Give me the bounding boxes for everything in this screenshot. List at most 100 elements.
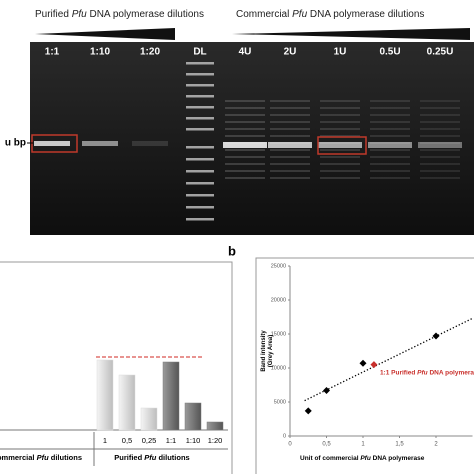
ladder-band xyxy=(186,117,214,120)
gel-band xyxy=(368,142,412,148)
lane-label: DL xyxy=(193,47,206,58)
gel-band xyxy=(223,142,267,148)
y-axis-label-line: Band intensity xyxy=(261,330,267,372)
smear-band xyxy=(370,177,410,179)
smear-band xyxy=(420,163,460,165)
marker-label: u bp xyxy=(5,138,26,149)
ladder-band xyxy=(186,206,214,209)
y-tick-label: 15000 xyxy=(271,331,286,337)
x-axis-label-part: Pfu xyxy=(360,455,371,462)
data-point xyxy=(432,332,440,340)
group-label: Purified Pfu dilutions xyxy=(114,453,189,462)
data-point xyxy=(323,386,330,394)
group-label: Commercial Pfu dilutions xyxy=(0,453,82,462)
lane-label: 0.25U xyxy=(427,47,454,58)
x-tick-label: 1:1 xyxy=(166,436,176,445)
ladder-band xyxy=(186,194,214,197)
smear-band xyxy=(420,107,460,109)
smear-band xyxy=(270,135,310,137)
smear-band xyxy=(420,149,460,151)
gel-band xyxy=(268,142,312,148)
x-tick-label: 0,25 xyxy=(142,436,157,445)
smear-band xyxy=(270,177,310,179)
bar xyxy=(162,361,180,431)
smear-band xyxy=(420,142,460,144)
ladder-band xyxy=(186,73,214,76)
smear-band xyxy=(225,121,265,123)
y-tick-label: 25000 xyxy=(271,263,286,269)
smear-band xyxy=(370,128,410,130)
x-axis-label-part: Unit of commercial xyxy=(300,455,360,462)
point-label-part: 1:1 Purified xyxy=(380,369,417,376)
smear-band xyxy=(370,107,410,109)
ladder-band xyxy=(186,84,214,87)
wedge xyxy=(232,28,470,40)
smear-band xyxy=(370,163,410,165)
smear-band xyxy=(225,100,265,102)
x-tick-label: 1:20 xyxy=(208,436,223,445)
smear-band xyxy=(225,114,265,116)
gel-title-part: Pfu xyxy=(292,9,307,20)
smear-band xyxy=(225,156,265,158)
y-tick-label: 10000 xyxy=(271,365,286,371)
bar xyxy=(118,374,136,431)
gel-band xyxy=(34,141,70,146)
smear-band xyxy=(320,135,360,137)
group-label-part: Pfu xyxy=(37,453,50,462)
gel-title-part: DNA polymerase dilutions xyxy=(87,9,204,20)
smear-band xyxy=(420,121,460,123)
gel-band xyxy=(318,142,362,148)
data-point xyxy=(359,359,367,367)
point-label-part: DNA polymerase xyxy=(428,369,474,376)
group-label-part: Purified xyxy=(114,453,144,462)
y-axis-label: Band intensity(Grey Area) xyxy=(261,330,274,372)
bar xyxy=(96,359,114,431)
panel-frame xyxy=(255,257,474,474)
ladder-band xyxy=(186,95,214,98)
gel-image xyxy=(30,42,474,235)
smear-band xyxy=(320,114,360,116)
smear-band xyxy=(370,121,410,123)
smear-band xyxy=(370,149,410,151)
x-tick-label: 1:10 xyxy=(186,436,201,445)
gel-title-part: DNA polymerase dilutions xyxy=(307,9,424,20)
smear-band xyxy=(320,149,360,151)
group-label-part: Pfu xyxy=(144,453,157,462)
trendline xyxy=(304,317,473,402)
bar xyxy=(206,421,224,431)
x-tick-label: 1 xyxy=(361,442,365,448)
lane-label: 1:10 xyxy=(90,47,110,58)
smear-band xyxy=(225,107,265,109)
smear-band xyxy=(370,170,410,172)
group-label-part: Commercial xyxy=(0,453,37,462)
smear-band xyxy=(225,163,265,165)
point-label: 1:1 Purified Pfu DNA polymerase xyxy=(380,369,474,376)
smear-band xyxy=(225,177,265,179)
lane-label: 0.5U xyxy=(379,47,400,58)
smear-band xyxy=(370,114,410,116)
y-tick-label: 5000 xyxy=(274,399,286,405)
x-tick-label: 0,5 xyxy=(322,442,331,448)
smear-band xyxy=(270,163,310,165)
smear-band xyxy=(370,156,410,158)
x-tick-label: 1 xyxy=(103,436,107,445)
lane-label: 2U xyxy=(284,47,297,58)
smear-band xyxy=(225,135,265,137)
gel-title: Commercial Pfu DNA polymerase dilutions xyxy=(236,9,424,20)
smear-band xyxy=(370,135,410,137)
smear-band xyxy=(420,100,460,102)
smear-band xyxy=(270,156,310,158)
group-label-part: dilutions xyxy=(49,453,82,462)
gel-title-part: Commercial xyxy=(236,9,292,20)
ladder-band xyxy=(186,170,214,173)
wedge xyxy=(35,28,175,40)
lane-label: 1:20 xyxy=(140,47,160,58)
x-tick-label: 1,5 xyxy=(395,442,404,448)
smear-band xyxy=(270,121,310,123)
smear-band xyxy=(270,128,310,130)
smear-band xyxy=(320,107,360,109)
gel-title-part: Pfu xyxy=(72,9,87,20)
gel-title-part: Purified xyxy=(35,9,72,20)
ladder-band xyxy=(186,182,214,185)
